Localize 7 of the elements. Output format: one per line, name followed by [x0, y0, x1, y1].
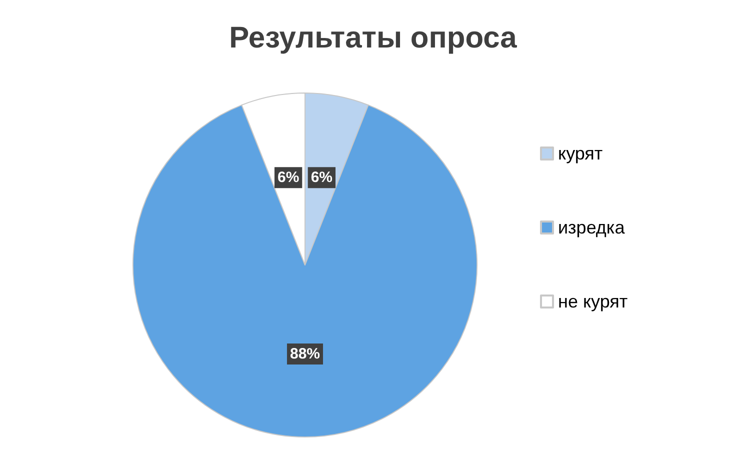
data-label: 6% [277, 169, 300, 186]
chart-title: Результаты опроса [229, 22, 518, 54]
legend-label: курят [558, 144, 603, 164]
legend-label: изредка [558, 218, 626, 238]
data-label: 6% [310, 169, 333, 186]
data-label: 88% [290, 346, 320, 362]
legend-label: не курят [558, 292, 628, 312]
